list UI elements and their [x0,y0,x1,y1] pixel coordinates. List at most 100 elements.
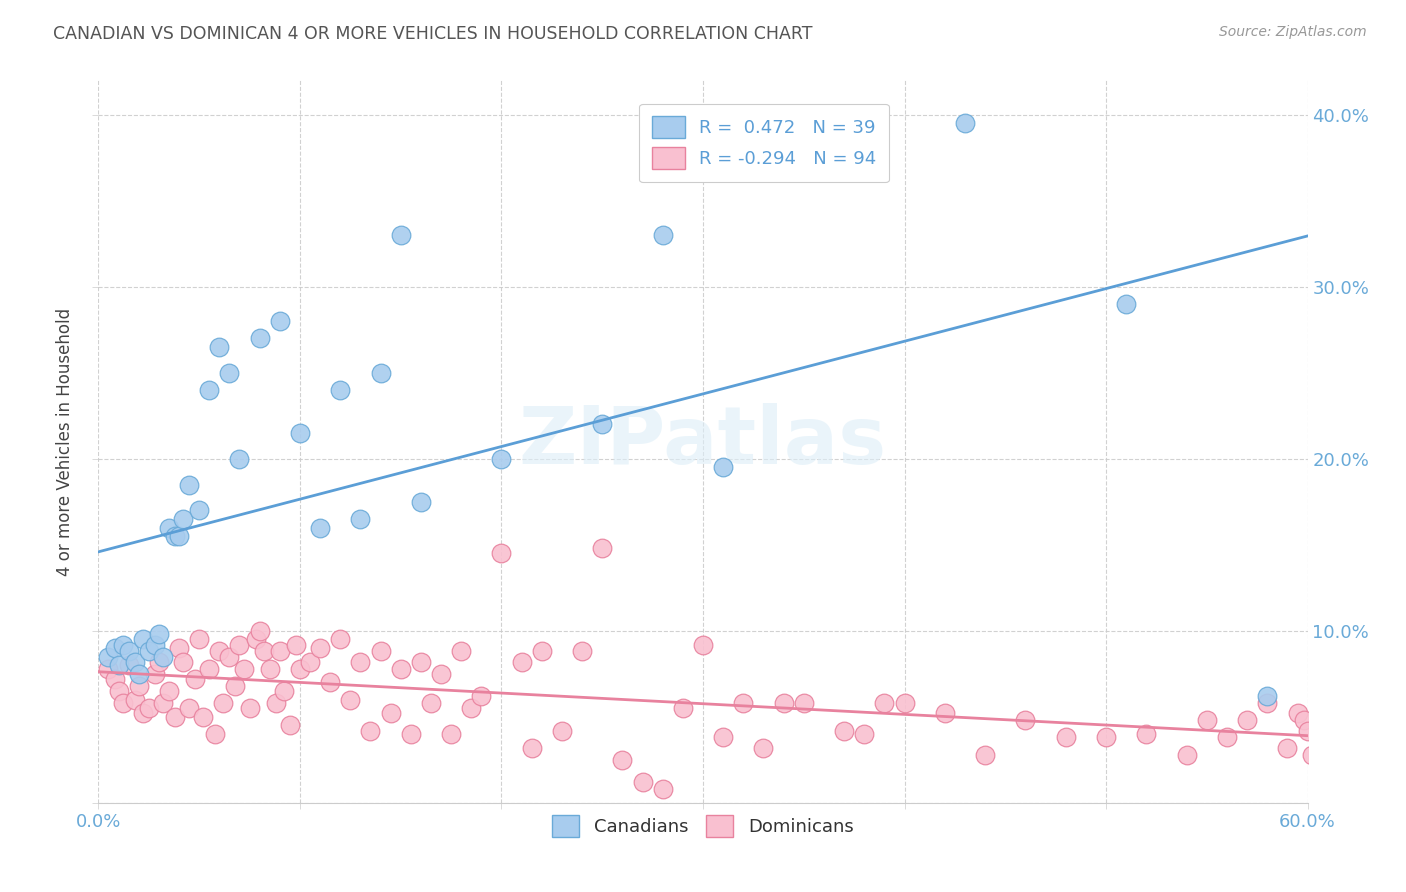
Point [651,228,673,243]
Point [193,710,215,724]
Point [1236,713,1258,727]
Legend: Canadians, Dominicans: Canadians, Dominicans [541,805,865,848]
Point [853,727,876,741]
Point [188,503,211,517]
Point [551,723,574,738]
Point [389,228,412,243]
Point [380,706,402,721]
Point [409,494,432,508]
Point [651,782,673,797]
Point [188,632,211,647]
Point [953,116,976,130]
Point [138,701,160,715]
Point [409,655,432,669]
Point [631,775,654,789]
Point [167,529,190,543]
Point [107,658,129,673]
Point [284,638,307,652]
Point [128,666,150,681]
Point [339,692,361,706]
Point [711,460,734,475]
Point [591,541,613,556]
Point [491,546,513,560]
Point [163,710,186,724]
Text: ZIPatlas: ZIPatlas [519,402,887,481]
Point [128,679,150,693]
Point [239,701,262,715]
Point [772,696,794,710]
Text: Source: ZipAtlas.com: Source: ZipAtlas.com [1219,25,1367,39]
Point [218,366,240,380]
Point [571,644,593,658]
Point [612,753,634,767]
Point [440,727,463,741]
Point [329,632,352,647]
Point [733,696,755,710]
Point [1195,713,1218,727]
Point [184,672,207,686]
Point [259,662,281,676]
Point [873,696,896,710]
Point [349,512,371,526]
Point [228,638,250,652]
Point [148,655,170,669]
Point [460,701,482,715]
Point [249,624,271,638]
Point [97,649,120,664]
Point [224,679,246,693]
Point [399,727,422,741]
Point [198,383,221,397]
Point [1216,731,1239,745]
Point [218,649,240,664]
Point [1277,740,1299,755]
Point [138,644,160,658]
Y-axis label: 4 or more Vehicles in Household: 4 or more Vehicles in Household [56,308,75,575]
Point [273,684,295,698]
Point [152,649,174,664]
Point [269,314,291,328]
Point [309,520,332,534]
Point [491,451,513,466]
Point [349,655,371,669]
Point [1256,689,1278,703]
Point [253,644,276,658]
Text: CANADIAN VS DOMINICAN 4 OR MORE VEHICLES IN HOUSEHOLD CORRELATION CHART: CANADIAN VS DOMINICAN 4 OR MORE VEHICLES… [53,25,813,43]
Point [1135,727,1157,741]
Point [249,331,271,345]
Point [1292,713,1315,727]
Point [198,662,221,676]
Point [1256,696,1278,710]
Point [278,718,301,732]
Point [111,638,134,652]
Point [1014,713,1036,727]
Point [118,644,141,658]
Point [793,696,815,710]
Point [752,740,775,755]
Point [208,340,231,354]
Point [430,666,453,681]
Point [591,417,613,432]
Point [157,684,180,698]
Point [370,366,392,380]
Point [228,451,250,466]
Point [329,383,352,397]
Point [470,689,492,703]
Point [420,696,443,710]
Point [530,644,553,658]
Point [510,655,533,669]
Point [269,644,291,658]
Point [204,727,226,741]
Point [1286,706,1309,721]
Point [1296,723,1319,738]
Point [163,529,186,543]
Point [711,731,734,745]
Point [853,159,876,173]
Point [389,662,412,676]
Point [167,640,190,655]
Point [264,696,287,710]
Point [288,662,311,676]
Point [124,692,146,706]
Point [212,696,235,710]
Point [370,644,392,658]
Point [103,640,125,655]
